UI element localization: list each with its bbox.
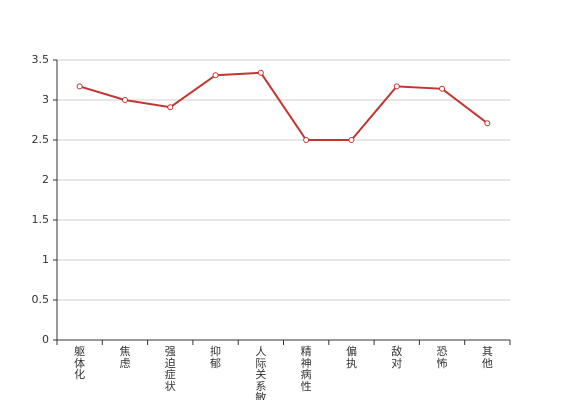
point [303,137,310,143]
x-tick-label: 抑郁 [210,345,222,370]
point [257,69,264,76]
x-tick-label: 强迫症状 [164,345,176,393]
x-tick-label: 敌对 [391,345,403,370]
point [393,83,400,90]
y-tick-label: 1.5 [32,213,50,226]
x-tick-label: 焦虑 [119,345,131,370]
point [167,104,174,111]
series-line [79,71,488,141]
x-tick-label: 其他 [481,345,493,370]
point [348,137,355,143]
x-tick-label: 人际关系敏感 [255,345,267,400]
y-tick-label: 1 [42,253,49,266]
x-tick-label: 躯体化 [74,345,86,381]
x-tick-label: 精神病性 [300,345,312,393]
y-tick-label: 2.5 [32,133,50,146]
point [484,120,491,127]
x-tick-label: 恐怖 [436,345,448,370]
point [212,72,219,79]
y-tick-label: 3.5 [32,53,50,66]
y-tick-label: 0.5 [32,293,50,306]
point [439,85,446,92]
point [76,83,83,90]
y-tick-label: 3 [42,93,49,106]
y-tick-label: 0 [42,333,49,346]
point [121,97,128,103]
x-tick-label: 偏执 [345,345,357,370]
y-tick-label: 2 [42,173,49,186]
